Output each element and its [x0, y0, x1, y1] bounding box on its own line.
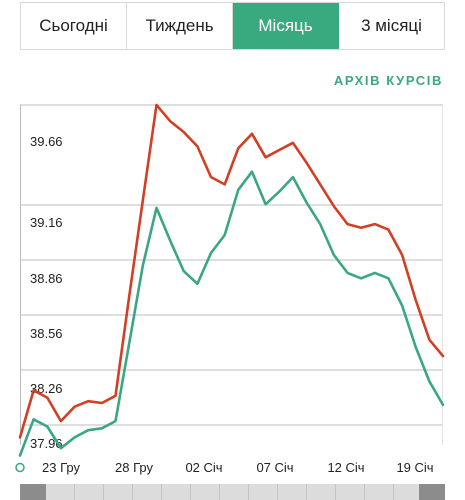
tab-today[interactable]: Сьогодні: [21, 3, 127, 49]
x-tick-label: 28 Гру: [115, 460, 153, 475]
range-start-handle[interactable]: [20, 484, 46, 500]
y-tick-label: 39.16: [30, 215, 63, 230]
x-tick-label: 19 Січ: [396, 460, 433, 475]
tab-3-months[interactable]: 3 місяці: [361, 16, 422, 35]
y-tick-label: 38.26: [30, 381, 63, 396]
x-tick-label: 07 Січ: [256, 460, 293, 475]
series-line-1: [18, 170, 445, 457]
x-tick-label: 12 Січ: [327, 460, 364, 475]
start-point-marker: [15, 462, 25, 473]
range-end-handle[interactable]: [419, 484, 445, 500]
series-line-0: [18, 103, 445, 439]
tab-month[interactable]: Місяць: [233, 3, 339, 49]
range-track[interactable]: [46, 484, 419, 500]
x-tick-label: 23 Гру: [42, 460, 80, 475]
tab-week[interactable]: Тиждень: [127, 3, 233, 49]
chart-range-scrollbar[interactable]: [20, 484, 445, 500]
x-tick-label: 02 Січ: [185, 460, 222, 475]
period-tabs: Сьогодні Тиждень Місяць 3 місяці: [20, 2, 445, 50]
y-tick-label: 38.86: [30, 271, 63, 286]
y-tick-label: 39.66: [30, 134, 63, 149]
rates-archive-link[interactable]: АРХІВ КУРСІВ: [333, 73, 443, 88]
y-tick-label: 38.56: [30, 326, 63, 341]
